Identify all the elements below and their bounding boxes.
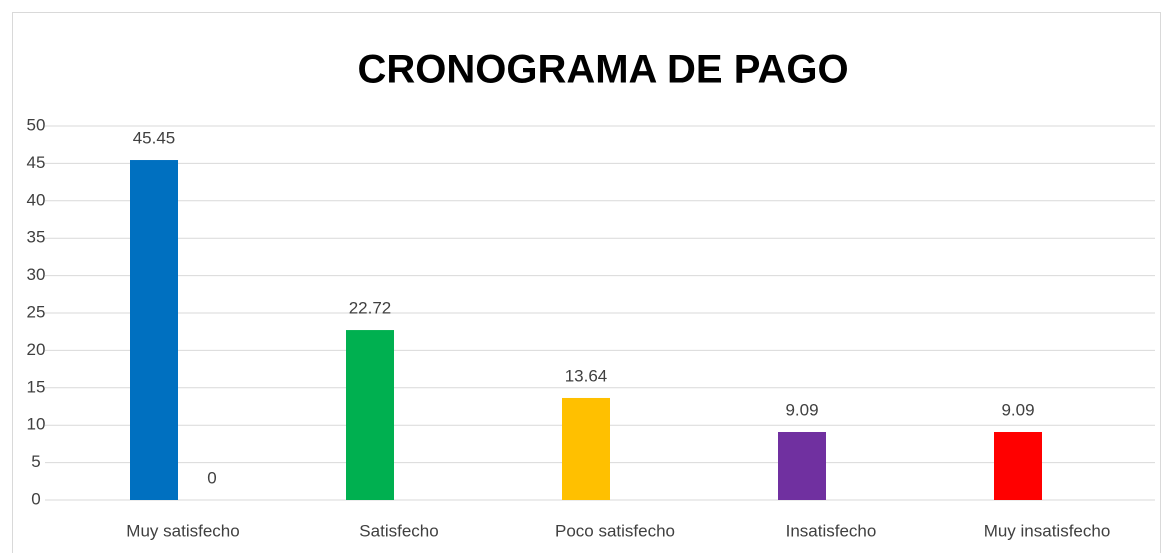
y-tick-label: 25: [27, 302, 46, 321]
y-tick-label: 5: [31, 452, 40, 471]
bar: [562, 397, 610, 500]
y-tick-label: 0: [31, 489, 40, 508]
bar: [994, 432, 1042, 500]
x-tick-label: Muy satisfecho: [126, 521, 239, 540]
y-tick-label: 40: [27, 190, 46, 209]
y-tick-label: 20: [27, 340, 46, 359]
y-tick-label: 35: [27, 228, 46, 247]
y-tick-label: 15: [27, 377, 46, 396]
y-tick-label: 50: [27, 115, 46, 134]
data-label: 45.45: [133, 129, 176, 148]
y-tick-label: 10: [27, 415, 46, 434]
y-tick-label: 30: [27, 265, 46, 284]
y-tick-label: 45: [27, 153, 46, 172]
x-tick-label: Poco satisfecho: [555, 521, 675, 540]
data-label: 9.09: [785, 400, 818, 419]
bar: [346, 330, 394, 500]
x-tick-label: Insatisfecho: [786, 521, 877, 540]
chart-title: CRONOGRAMA DE PAGO: [357, 48, 848, 92]
bar: [778, 432, 826, 500]
data-label: 9.09: [1001, 400, 1034, 419]
data-label: 22.72: [349, 299, 392, 318]
x-tick-label: Muy insatisfecho: [984, 521, 1111, 540]
bar: [130, 160, 178, 500]
data-label: 13.64: [565, 366, 608, 385]
data-label: 0: [207, 468, 216, 487]
x-tick-label: Satisfecho: [359, 521, 438, 540]
